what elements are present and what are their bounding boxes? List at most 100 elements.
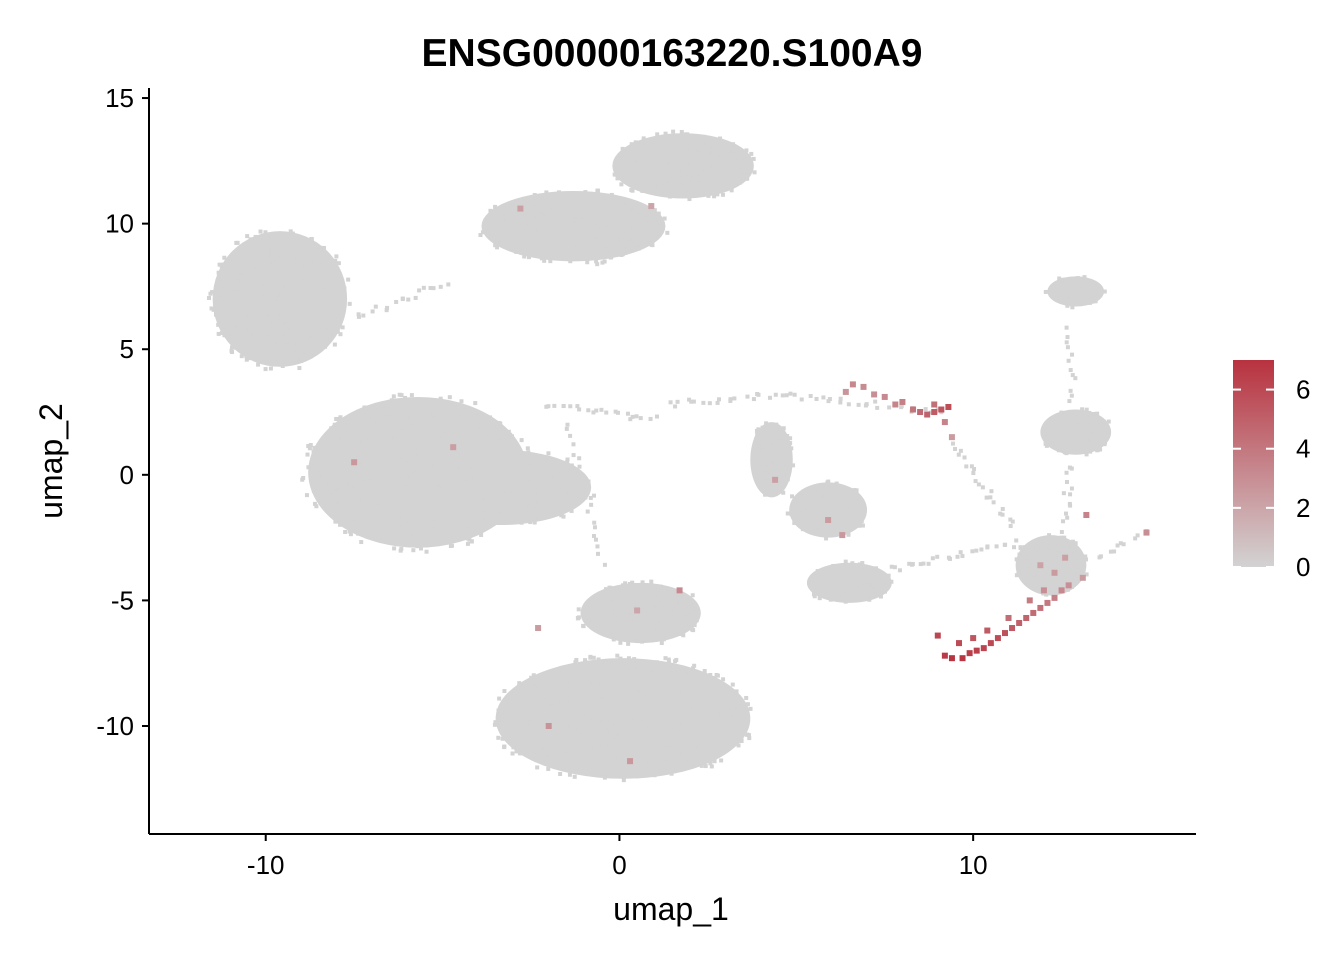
cell-point (1068, 547, 1073, 552)
cell-point (731, 158, 736, 163)
cell-point (776, 454, 781, 459)
expressing-cell-point (1037, 604, 1044, 611)
cell-point (276, 233, 281, 238)
cell-point (649, 242, 654, 247)
cell-point (550, 677, 555, 682)
cell-point (510, 751, 515, 756)
cell-point (248, 280, 253, 285)
cell-point (710, 168, 715, 173)
cell-point (579, 226, 584, 231)
cell-point (279, 254, 284, 259)
cell-point (552, 475, 557, 480)
cell-point (1070, 352, 1075, 357)
cell-point (590, 687, 595, 692)
cell-point (430, 445, 435, 450)
cell-point (574, 691, 579, 696)
cell-point (318, 324, 323, 329)
cell-point (719, 758, 724, 763)
cell-point (279, 309, 284, 314)
cell-point (328, 336, 333, 341)
cell-point (333, 258, 338, 263)
cell-point (430, 523, 435, 528)
cell-point (517, 514, 522, 519)
cell-point (363, 453, 368, 458)
cell-point (781, 490, 786, 495)
cell-point (589, 234, 594, 239)
cell-point (360, 498, 365, 503)
cell-point (280, 363, 285, 368)
cell-point (614, 700, 619, 705)
cell-point (315, 281, 320, 286)
cell-point (800, 527, 805, 532)
cell-point (531, 489, 536, 494)
cell-point (266, 275, 271, 280)
cell-point (696, 192, 701, 197)
cell-point (532, 226, 537, 231)
cell-point (1081, 285, 1086, 290)
cell-point (268, 366, 273, 371)
cell-point (1014, 557, 1019, 562)
cell-point (622, 660, 627, 665)
expressing-cell-point (627, 758, 634, 765)
cell-point (362, 437, 367, 442)
cell-point (353, 463, 358, 468)
cell-point (1068, 388, 1073, 393)
cell-point (593, 537, 598, 542)
cell-point (856, 402, 861, 407)
cell-point (489, 233, 494, 238)
cell-point (1072, 417, 1077, 422)
cell-point (553, 710, 558, 715)
cell-point (842, 510, 847, 515)
cell-point (333, 519, 338, 524)
cell-point (306, 465, 311, 470)
cell-point (442, 509, 447, 514)
cell-point (368, 479, 373, 484)
cell-point (1050, 559, 1055, 564)
cell-point (721, 677, 726, 682)
cell-point (462, 408, 467, 413)
cell-point (389, 435, 394, 440)
cell-point (1069, 584, 1074, 589)
cell-point (631, 603, 636, 608)
cell-point (406, 297, 411, 302)
cell-point (831, 563, 836, 568)
cell-point (1098, 554, 1103, 559)
cell-point (295, 348, 300, 353)
cell-point (288, 229, 293, 234)
cell-point (709, 764, 714, 769)
cell-point (370, 309, 375, 314)
cell-point (276, 319, 281, 324)
cell-point (532, 685, 537, 690)
cell-point (815, 569, 820, 574)
cell-point (263, 230, 268, 235)
cell-point (599, 628, 604, 633)
cell-point (1025, 559, 1030, 564)
cell-point (656, 185, 661, 190)
cell-point (644, 212, 649, 217)
cell-point (619, 182, 624, 187)
cell-point (638, 717, 643, 722)
cell-point (729, 188, 734, 193)
cell-point (592, 603, 597, 608)
cell-point (687, 397, 692, 402)
cell-point (696, 745, 701, 750)
cell-point (708, 711, 713, 716)
cell-point (391, 394, 396, 399)
cell-point (1093, 299, 1098, 304)
cell-point (330, 453, 335, 458)
cell-point (685, 132, 690, 137)
cell-point (671, 129, 676, 134)
cell-point (632, 205, 637, 210)
expressing-cell-point (938, 406, 945, 413)
cell-point (860, 523, 865, 528)
cell-point (516, 243, 521, 248)
expressing-cell-point (959, 655, 966, 662)
cell-point (763, 492, 768, 497)
cell-point (445, 474, 450, 479)
cell-point (670, 191, 675, 196)
cell-point (250, 262, 255, 267)
cell-point (340, 306, 345, 311)
cell-point (656, 231, 661, 236)
cell-point (466, 471, 471, 476)
cell-point (846, 402, 851, 407)
